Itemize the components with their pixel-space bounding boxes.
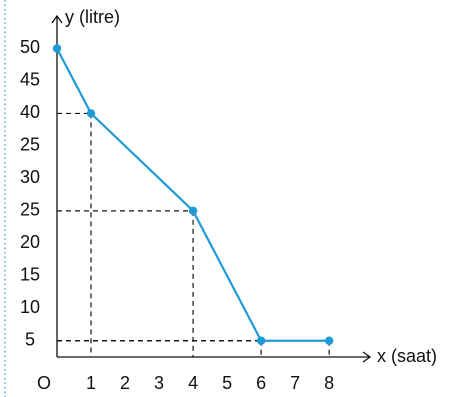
data-line <box>56 47 330 342</box>
x-tick-label: 3 <box>154 373 164 393</box>
x-tick-label: 4 <box>188 373 198 393</box>
x-tick-label: 6 <box>256 373 266 393</box>
data-point <box>188 206 198 216</box>
y-tick-label: 20 <box>20 232 40 252</box>
data-point <box>86 109 96 118</box>
y-tick-label: 40 <box>20 102 40 122</box>
y-axis-label: y (litre) <box>65 7 120 27</box>
y-tick-label: 15 <box>20 265 40 285</box>
data-point <box>256 336 266 345</box>
x-tick-label: 2 <box>120 373 130 393</box>
x-tick-label: 8 <box>324 373 334 393</box>
data-point <box>52 44 62 53</box>
x-tick-label: 5 <box>222 373 232 393</box>
data-point <box>324 336 334 345</box>
x-tick-label: 1 <box>86 373 96 393</box>
x-tick-label: 7 <box>290 373 300 393</box>
y-tick-label: 45 <box>20 70 40 90</box>
y-axis-arrow <box>51 14 63 24</box>
y-tick-label: 25 <box>20 200 40 220</box>
y-tick-label: 30 <box>20 167 40 187</box>
x-axis-label: x (saat) <box>377 346 437 366</box>
y-tick-label: 5 <box>25 330 35 350</box>
origin-label: O <box>37 373 51 393</box>
y-tick-label: 25 <box>20 135 40 155</box>
x-axis-arrow <box>362 351 372 363</box>
y-tick-label: 10 <box>20 297 40 317</box>
y-tick-label: 50 <box>20 37 40 57</box>
